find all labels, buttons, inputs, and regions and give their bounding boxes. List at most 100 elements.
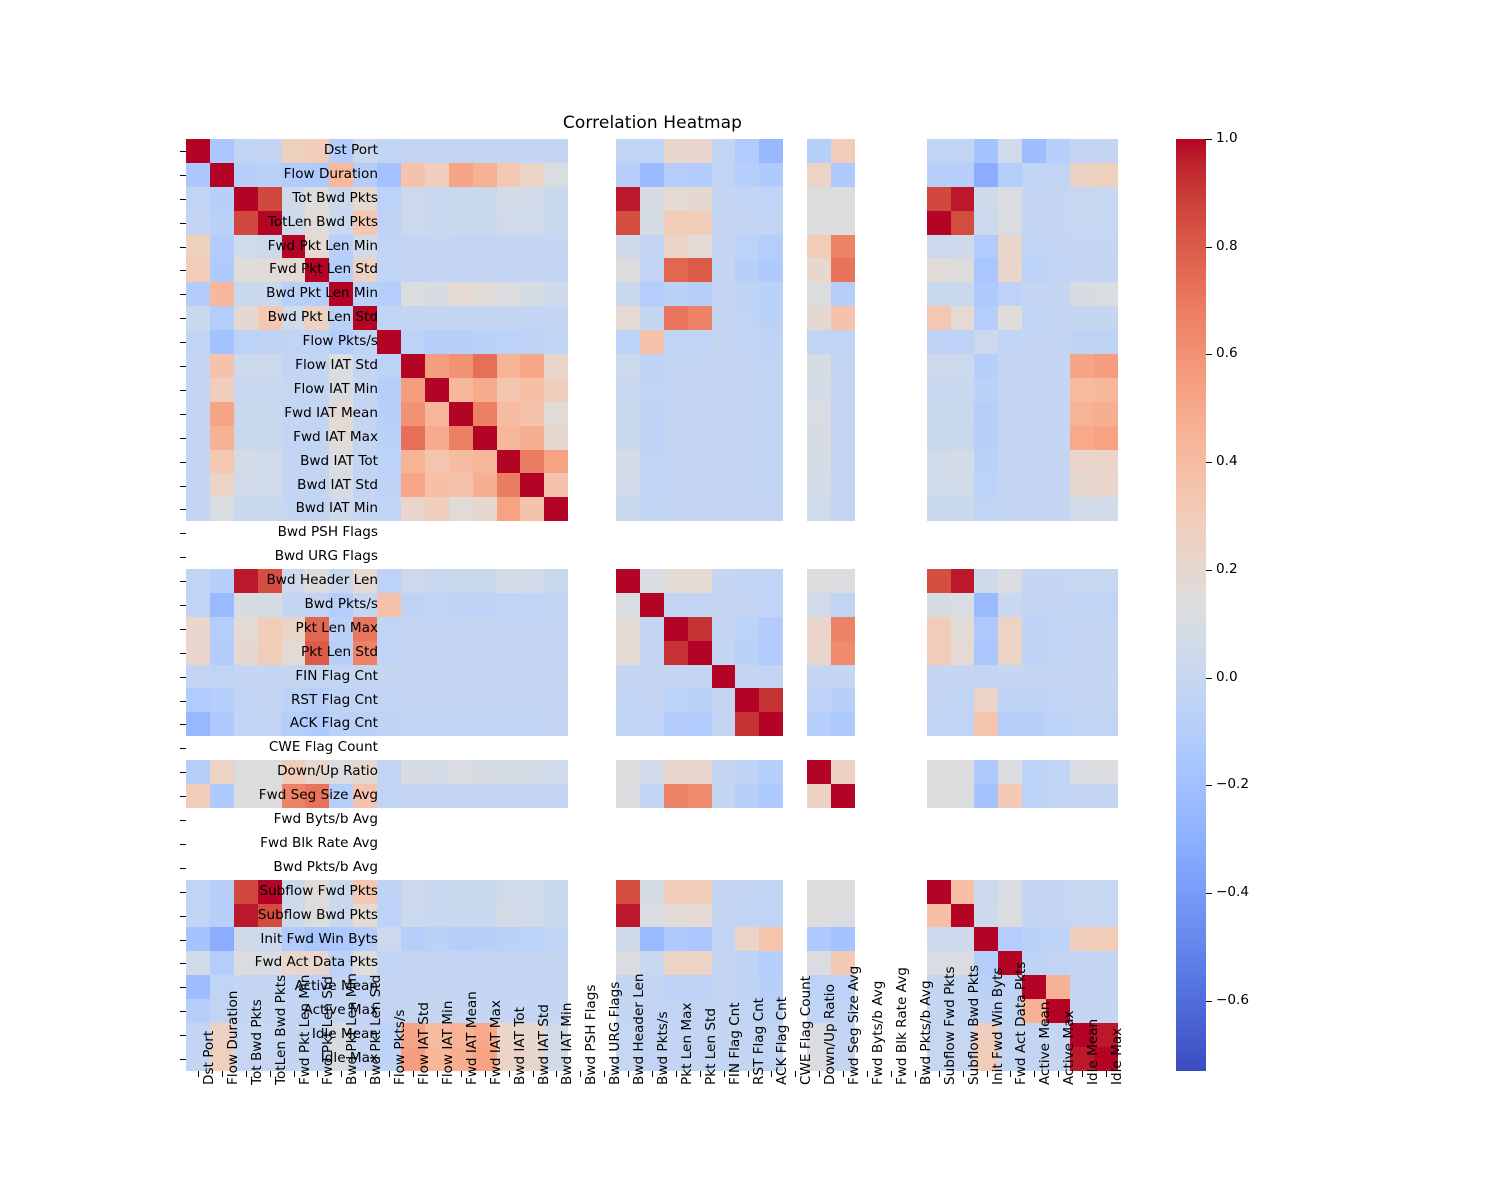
heatmap-cell (401, 903, 425, 928)
heatmap-cell (663, 139, 688, 163)
x-tick-label: Init Fwd Win Byts (989, 967, 1006, 1085)
heatmap-cell (496, 139, 521, 163)
heatmap-cell (401, 879, 425, 904)
heatmap-cell (998, 855, 1023, 880)
heatmap-cell (854, 951, 879, 976)
heatmap-cell (663, 975, 688, 1000)
heatmap-cell (807, 592, 832, 617)
heatmap-cell (807, 545, 832, 570)
heatmap-cell (1022, 377, 1047, 402)
heatmap-cell (926, 712, 951, 737)
heatmap-cell (496, 903, 521, 928)
heatmap-cell (974, 616, 999, 641)
heatmap-cell (233, 1046, 258, 1071)
heatmap-cell (663, 951, 688, 976)
heatmap-cell (687, 712, 712, 737)
heatmap-cell (353, 831, 378, 856)
heatmap-cell (1046, 664, 1070, 689)
heatmap-cell (878, 664, 903, 689)
heatmap-cell (998, 1046, 1023, 1071)
heatmap-cell (759, 234, 784, 259)
heatmap-cell (233, 282, 258, 307)
heatmap-cell (209, 999, 234, 1023)
heatmap-cell (305, 449, 330, 474)
heatmap-cell (1093, 425, 1118, 450)
heatmap-cell (209, 234, 234, 259)
heatmap-cell (663, 473, 688, 498)
heatmap-cell (926, 784, 951, 808)
heatmap-cell (663, 855, 688, 880)
heatmap-cell (1069, 784, 1094, 808)
heatmap-cell (401, 401, 425, 426)
heatmap-cell (496, 1022, 521, 1047)
heatmap-cell (568, 616, 593, 641)
heatmap-cell (424, 497, 449, 522)
heatmap-cell (1093, 760, 1118, 785)
heatmap-cell (998, 1022, 1023, 1047)
heatmap-cell (472, 234, 497, 259)
heatmap-cell (974, 1046, 999, 1071)
heatmap-cell (974, 903, 999, 928)
heatmap-cell (496, 592, 521, 617)
y-tick-mark (180, 198, 186, 200)
heatmap-cell (735, 425, 760, 450)
heatmap-cell (353, 855, 378, 880)
heatmap-cell (687, 855, 712, 880)
heatmap-cell (1046, 1022, 1070, 1047)
heatmap-cell (831, 903, 855, 928)
heatmap-cell (1069, 855, 1094, 880)
heatmap-cell (353, 330, 378, 355)
heatmap-cell (209, 449, 234, 474)
heatmap-cell (186, 521, 210, 546)
heatmap-cell (281, 855, 306, 880)
heatmap-cell (424, 521, 449, 546)
heatmap-cell (663, 401, 688, 426)
heatmap-cell (209, 1046, 234, 1071)
heatmap-cell (209, 282, 234, 307)
heatmap-cell (401, 927, 425, 952)
heatmap-cell (998, 807, 1023, 832)
heatmap-cell (1046, 401, 1070, 426)
heatmap-cell (783, 210, 808, 235)
heatmap-cell (759, 186, 784, 211)
heatmap-cell (377, 760, 402, 785)
heatmap-cell (186, 760, 210, 785)
heatmap-cell (520, 306, 545, 331)
heatmap-cell (472, 951, 497, 976)
heatmap-cell (544, 186, 569, 211)
heatmap-cell (1022, 927, 1047, 952)
heatmap-cell (783, 616, 808, 641)
colorbar-tick-mark (1206, 569, 1212, 571)
heatmap-cell (209, 162, 234, 187)
heatmap-cell (1093, 664, 1118, 689)
heatmap-cell (902, 951, 927, 976)
heatmap-cell (902, 688, 927, 713)
heatmap-cell (711, 1022, 736, 1047)
heatmap-cell (687, 736, 712, 761)
heatmap-cell (998, 569, 1023, 593)
heatmap-cell (878, 999, 903, 1023)
heatmap-cell (711, 736, 736, 761)
colorbar-tick-mark (1206, 246, 1212, 248)
heatmap-cell (257, 545, 282, 570)
heatmap-cell (1093, 784, 1118, 808)
heatmap-cell (807, 497, 832, 522)
heatmap-cell (950, 616, 975, 641)
heatmap-cell (353, 951, 378, 976)
heatmap-cell (424, 664, 449, 689)
heatmap-cell (1046, 186, 1070, 211)
heatmap-cell (926, 569, 951, 593)
heatmap-cell (329, 664, 354, 689)
heatmap-cell (401, 712, 425, 737)
heatmap-cell (711, 784, 736, 808)
heatmap-cell (759, 377, 784, 402)
heatmap-cell (902, 282, 927, 307)
heatmap-cell (592, 306, 617, 331)
heatmap-cell (1022, 234, 1047, 259)
heatmap-cell (353, 712, 378, 737)
heatmap-cell (783, 999, 808, 1023)
heatmap-cell (663, 377, 688, 402)
heatmap-cell (424, 282, 449, 307)
colorbar-tick-mark (1206, 1000, 1212, 1002)
heatmap-cell (377, 210, 402, 235)
